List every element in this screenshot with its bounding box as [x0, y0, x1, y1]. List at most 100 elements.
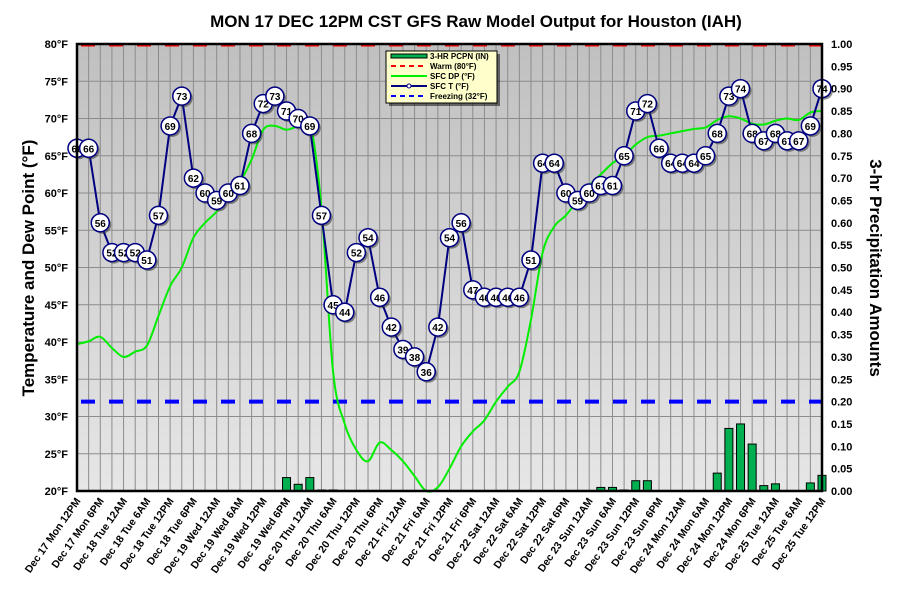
temp-marker	[346, 242, 367, 263]
y2-tick-label: 0.30	[831, 352, 852, 364]
temp-marker	[172, 86, 192, 106]
temp-data-label: 65	[619, 152, 631, 163]
legend-t-label: SFC T (°F)	[430, 82, 469, 91]
temp-data-label: 68	[246, 129, 258, 140]
y2-tick-label: 0.40	[831, 307, 852, 319]
precip-bar	[631, 480, 641, 492]
temp-data-label: 66	[653, 144, 665, 155]
y2-tick-label: 0.60	[831, 218, 852, 230]
precip-bar	[305, 477, 315, 492]
temp-data-label: 71	[281, 107, 293, 118]
y2-tick-label: 0.65	[831, 195, 852, 207]
temp-data-label: 62	[188, 174, 200, 185]
temp-marker	[509, 287, 530, 308]
temp-marker	[241, 123, 262, 144]
temp-data-label: 38	[409, 353, 421, 364]
temp-data-label: 61	[607, 182, 619, 193]
y-tick-label: 50°F	[45, 263, 69, 275]
temp-marker	[183, 168, 204, 188]
temp-data-label: 70	[293, 115, 305, 126]
temp-data-label: 64	[665, 159, 677, 170]
temp-data-label: 51	[525, 256, 537, 267]
plot-border	[75, 42, 824, 493]
temp-data-label: 44	[339, 308, 351, 319]
temp-marker	[637, 93, 658, 114]
temp-marker	[439, 227, 460, 248]
temp-data-label: 59	[572, 196, 584, 207]
temp-data-label: 72	[258, 100, 270, 111]
y-tick-label: 70°F	[45, 114, 69, 126]
y2-tick-label: 0.35	[831, 330, 852, 342]
temp-data-label: 52	[118, 249, 130, 260]
temp-marker	[369, 287, 390, 308]
temp-data-label: 64	[537, 159, 549, 170]
y-tick-label: 45°F	[45, 300, 69, 312]
temp-data-label: 59	[211, 196, 223, 207]
temp-data-label: 61	[234, 182, 246, 193]
y2-tick-label: 0.20	[831, 397, 852, 409]
temp-data-label: 39	[397, 345, 409, 356]
temp-marker	[311, 205, 332, 226]
temp-data-label: 46	[479, 293, 491, 304]
temp-data-label: 52	[130, 249, 142, 260]
y2-tick-label: 0.05	[831, 464, 852, 476]
y2-tick-label: 0.10	[831, 441, 852, 453]
y2-tick-label: 0.00	[831, 486, 852, 498]
temp-data-label: 60	[584, 189, 596, 200]
temp-marker	[265, 86, 285, 106]
temp-marker	[300, 116, 320, 136]
y2-tick-label: 0.90	[831, 84, 852, 96]
y-tick-label: 25°F	[45, 449, 69, 461]
legend-dp-label: SFC DP (°F)	[430, 72, 475, 81]
temp-data-label: 51	[141, 256, 153, 267]
y2-tick-label: 1.00	[831, 39, 852, 51]
temp-data-label: 46	[491, 293, 503, 304]
precip-bars	[282, 423, 827, 492]
precip-bar	[747, 443, 757, 492]
temp-data-label: 64	[549, 159, 561, 170]
temp-data-label: 42	[432, 323, 444, 334]
temp-marker	[160, 116, 180, 136]
precip-bar	[282, 477, 292, 492]
temp-marker	[451, 213, 471, 233]
temp-data-label: 56	[456, 219, 468, 230]
temp-data-label: 73	[269, 92, 281, 103]
dewpoint-line	[76, 110, 823, 493]
temp-marker	[428, 317, 448, 337]
temp-marker	[544, 153, 565, 173]
temp-marker	[90, 213, 111, 233]
temp-data-label: 61	[595, 182, 607, 193]
temp-data-label: 46	[514, 293, 526, 304]
temp-marker	[521, 250, 541, 270]
precip-bar	[642, 480, 652, 492]
y2-tick-label: 0.55	[831, 240, 852, 252]
temp-data-label: 52	[106, 249, 118, 260]
temp-data-label: 69	[165, 122, 177, 133]
precip-bar	[724, 427, 734, 492]
y2-tick-label: 0.75	[831, 151, 852, 163]
temp-data-label: 71	[630, 107, 642, 118]
y2-tick-label: 0.25	[831, 374, 852, 386]
y2-axis-ticks: 0.00 0.05 0.10 0.15 0.20 0.25 0.30 0.35 0.40 0.45…	[831, 39, 852, 498]
legend: 3-HR PCPN (IN) Warm (80°F) SFC DP (°F) S…	[385, 50, 500, 106]
temp-marker	[707, 123, 727, 144]
temp-data-label: 73	[176, 92, 188, 103]
y2-tick-label: 0.50	[831, 263, 852, 275]
temp-data-label: 72	[642, 100, 654, 111]
temp-data-label: 68	[712, 129, 724, 140]
y2-tick-label: 0.15	[831, 419, 852, 431]
temp-marker	[148, 205, 169, 226]
y-tick-label: 30°F	[45, 412, 69, 424]
y-tick-label: 75°F	[45, 76, 69, 88]
y2-tick-label: 0.95	[831, 61, 852, 73]
precip-bar	[736, 423, 746, 492]
temp-data-label: 54	[444, 234, 456, 245]
y2-axis-label: 3-hr Precipitation Amounts	[866, 159, 885, 377]
temp-data-label: 65	[700, 152, 712, 163]
precip-bar	[712, 472, 722, 492]
temp-data-label: 67	[793, 137, 805, 148]
gridlines	[77, 44, 822, 491]
